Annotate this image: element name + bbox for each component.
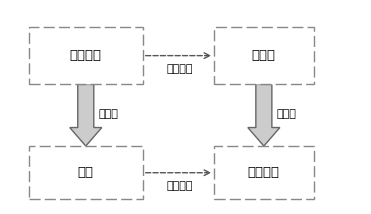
Text: 一一对应: 一一对应 bbox=[167, 64, 193, 74]
Text: 模型对象: 模型对象 bbox=[248, 166, 280, 179]
Bar bbox=[214, 27, 314, 84]
Text: 图元类型: 图元类型 bbox=[70, 49, 102, 62]
Text: 模型类: 模型类 bbox=[252, 49, 276, 62]
Text: 图元: 图元 bbox=[78, 166, 94, 179]
Text: 一一对应: 一一对应 bbox=[167, 181, 193, 191]
Bar bbox=[214, 146, 314, 199]
Text: 实例化: 实例化 bbox=[98, 109, 118, 119]
Bar bbox=[29, 146, 143, 199]
Bar bbox=[29, 27, 143, 84]
Polygon shape bbox=[248, 84, 280, 146]
Text: 实例化: 实例化 bbox=[276, 109, 296, 119]
Polygon shape bbox=[70, 84, 102, 146]
